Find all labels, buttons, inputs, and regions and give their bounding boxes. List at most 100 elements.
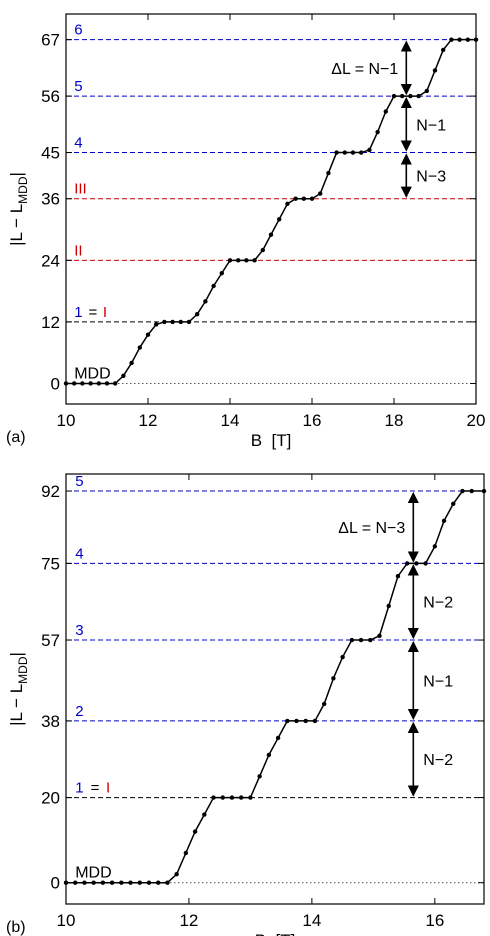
data-point bbox=[104, 381, 110, 386]
delta-arrow-label: N−3 bbox=[416, 169, 446, 186]
data-point bbox=[424, 88, 429, 94]
data-point bbox=[202, 812, 207, 817]
data-point bbox=[318, 191, 323, 196]
panel-b: 0203857759210121416B [T]|L − LMDD|MDD1=I… bbox=[6, 473, 487, 936]
delta-arrow-label: N−2 bbox=[423, 752, 453, 769]
data-point bbox=[342, 150, 347, 155]
data-point bbox=[350, 150, 356, 155]
data-point bbox=[238, 795, 244, 800]
data-point bbox=[162, 319, 167, 325]
data-point bbox=[88, 381, 93, 386]
level-label: 4 bbox=[75, 545, 83, 562]
data-point bbox=[457, 37, 462, 42]
x-tick-label: 12 bbox=[179, 911, 198, 930]
data-point bbox=[293, 196, 298, 201]
data-point bbox=[321, 701, 327, 707]
data-point bbox=[277, 217, 282, 222]
series-line bbox=[66, 490, 484, 884]
y-tick-label: 92 bbox=[41, 482, 60, 501]
data-point bbox=[211, 283, 216, 289]
data-point bbox=[449, 37, 454, 42]
level-label: MDD bbox=[75, 865, 111, 882]
x-tick-label: 16 bbox=[425, 911, 444, 930]
data-point bbox=[416, 93, 421, 99]
data-point bbox=[183, 850, 189, 856]
data-point bbox=[285, 201, 290, 207]
level-label: 6 bbox=[74, 22, 82, 39]
data-point bbox=[423, 561, 428, 566]
data-point bbox=[154, 322, 159, 327]
delta-arrow-label: ΔL = N−1 bbox=[331, 61, 398, 78]
data-point bbox=[309, 196, 315, 201]
data-point bbox=[294, 718, 299, 724]
data-point bbox=[432, 544, 438, 549]
data-point bbox=[146, 880, 152, 885]
data-point bbox=[82, 880, 87, 885]
data-point bbox=[400, 93, 405, 99]
data-point bbox=[481, 488, 487, 494]
data-point bbox=[156, 880, 161, 885]
data-point bbox=[248, 795, 253, 800]
y-axis-label-main: |L − L bbox=[7, 204, 26, 246]
data-point bbox=[174, 871, 179, 877]
data-point bbox=[145, 332, 151, 337]
data-point bbox=[340, 654, 345, 660]
level-label: = bbox=[91, 780, 100, 797]
level-label: = bbox=[89, 304, 98, 321]
data-point bbox=[473, 37, 479, 42]
data-point bbox=[391, 93, 397, 99]
x-axis-label: B [T] bbox=[251, 431, 292, 450]
data-point bbox=[367, 147, 372, 153]
data-point bbox=[100, 880, 106, 885]
panel-label: (a) bbox=[6, 429, 26, 446]
y-axis-label: |L − LMDD| bbox=[7, 172, 30, 246]
data-point bbox=[469, 488, 474, 494]
y-tick-label: 36 bbox=[41, 190, 60, 209]
data-point bbox=[186, 319, 192, 325]
y-axis-label-close: | bbox=[7, 652, 26, 656]
data-point bbox=[137, 345, 142, 350]
data-point bbox=[229, 795, 235, 800]
y-axis-label-subscript: MDD bbox=[16, 656, 30, 684]
level-label: 4 bbox=[74, 135, 82, 152]
plot-frame bbox=[65, 13, 477, 405]
data-point bbox=[165, 880, 170, 885]
data-point bbox=[441, 518, 447, 524]
data-point bbox=[96, 381, 102, 386]
x-tick-label: 20 bbox=[467, 411, 486, 430]
data-point bbox=[195, 311, 200, 317]
data-point bbox=[377, 633, 382, 638]
data-point bbox=[334, 150, 339, 155]
data-point bbox=[349, 637, 355, 643]
y-tick-label: 24 bbox=[41, 251, 60, 270]
data-point bbox=[109, 880, 115, 885]
data-point bbox=[220, 795, 225, 800]
y-axis-label-subscript: MDD bbox=[16, 176, 30, 204]
x-axis-label: B [T] bbox=[255, 931, 296, 936]
y-tick-label: 12 bbox=[41, 313, 60, 332]
data-point bbox=[260, 247, 265, 253]
x-tick-label: 18 bbox=[385, 411, 404, 430]
delta-arrow-label: N−1 bbox=[416, 117, 446, 134]
level-label: 5 bbox=[74, 78, 82, 95]
data-point bbox=[63, 880, 69, 885]
data-point bbox=[404, 561, 410, 566]
data-point bbox=[331, 676, 336, 681]
data-point bbox=[359, 150, 364, 155]
plot-frame bbox=[65, 473, 485, 905]
data-point bbox=[451, 501, 456, 507]
x-tick-label: 14 bbox=[221, 411, 240, 430]
y-tick-label: 45 bbox=[41, 144, 60, 163]
data-point bbox=[275, 735, 281, 741]
x-tick-label: 12 bbox=[139, 411, 158, 430]
level-label: 3 bbox=[75, 622, 83, 639]
data-point bbox=[312, 718, 318, 724]
level-label: II bbox=[74, 242, 82, 259]
data-point bbox=[257, 774, 262, 779]
data-point bbox=[119, 880, 124, 885]
panel-label: (b) bbox=[6, 919, 26, 936]
series-line bbox=[66, 38, 476, 385]
data-point bbox=[244, 258, 249, 263]
data-point bbox=[386, 603, 391, 609]
